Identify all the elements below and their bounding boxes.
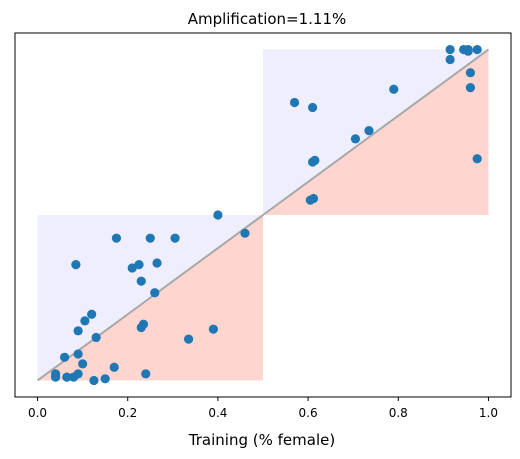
x-tick-label-3: 0.6 — [299, 406, 318, 420]
data-point-37 — [350, 134, 361, 144]
data-point-23 — [145, 233, 155, 243]
plot-frame — [14, 32, 512, 398]
x-axis-ticks: 0.0 0.2 0.4 0.6 0.8 1.0 — [28, 397, 498, 420]
data-point-11 — [87, 309, 97, 319]
x-tick-label-0: 0.0 — [28, 406, 47, 420]
data-point-41 — [445, 44, 455, 55]
data-point-30 — [240, 228, 250, 238]
data-point-2 — [60, 352, 70, 362]
data-point-40 — [445, 54, 455, 65]
data-point-3 — [62, 372, 72, 382]
data-point-12 — [91, 332, 101, 343]
data-point-47 — [465, 83, 476, 93]
x-axis-label: Training (% female) — [188, 431, 335, 449]
x-tick-label-2: 0.4 — [208, 406, 227, 420]
data-points — [50, 44, 482, 386]
data-point-46 — [465, 68, 476, 78]
data-point-22 — [141, 369, 151, 379]
data-point-5 — [73, 369, 83, 379]
data-point-27 — [184, 334, 194, 344]
data-point-39 — [389, 84, 399, 94]
data-point-44 — [463, 44, 473, 55]
data-point-21 — [136, 322, 146, 333]
x-tick-label-4: 0.8 — [389, 406, 408, 420]
x-tick-label-5: 1.0 — [479, 406, 498, 420]
data-point-38 — [364, 126, 374, 136]
data-point-10 — [71, 260, 81, 270]
data-point-9 — [80, 316, 90, 326]
data-point-29 — [213, 210, 223, 220]
data-point-45 — [472, 44, 482, 55]
data-point-32 — [308, 102, 318, 113]
data-point-1 — [50, 372, 61, 382]
chart-title: Amplification=1.11% — [188, 10, 347, 28]
data-point-16 — [111, 233, 122, 243]
data-point-13 — [89, 375, 99, 386]
data-point-34 — [310, 155, 320, 165]
data-point-25 — [152, 258, 162, 268]
x-tick-label-1: 0.2 — [118, 406, 137, 420]
data-point-28 — [208, 324, 218, 334]
data-point-24 — [150, 288, 160, 298]
data-point-31 — [289, 97, 300, 108]
data-point-19 — [136, 276, 146, 286]
data-point-48 — [472, 154, 482, 164]
data-point-7 — [78, 359, 88, 369]
data-point-26 — [170, 233, 180, 243]
data-point-18 — [134, 260, 144, 270]
data-point-6 — [73, 349, 83, 359]
data-point-8 — [73, 326, 83, 336]
data-point-36 — [308, 193, 319, 204]
data-point-14 — [100, 374, 110, 384]
data-point-15 — [109, 362, 119, 372]
identity-reference-line — [36, 48, 490, 382]
